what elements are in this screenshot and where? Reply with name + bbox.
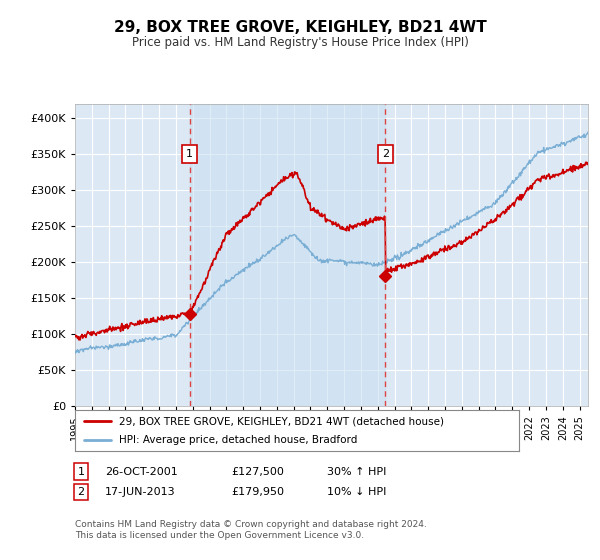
Text: Price paid vs. HM Land Registry's House Price Index (HPI): Price paid vs. HM Land Registry's House … [131, 36, 469, 49]
Bar [190, 104, 385, 406]
Text: 29, BOX TREE GROVE, KEIGHLEY, BD21 4WT: 29, BOX TREE GROVE, KEIGHLEY, BD21 4WT [113, 20, 487, 35]
Text: £127,500: £127,500 [231, 466, 284, 477]
Text: 26-OCT-2001: 26-OCT-2001 [105, 466, 178, 477]
Text: 2: 2 [382, 149, 389, 159]
Text: HPI: Average price, detached house, Bradford: HPI: Average price, detached house, Brad… [119, 435, 358, 445]
Text: 17-JUN-2013: 17-JUN-2013 [105, 487, 176, 497]
Text: 10% ↓ HPI: 10% ↓ HPI [327, 487, 386, 497]
Text: 2: 2 [77, 487, 85, 497]
Text: 1: 1 [186, 149, 193, 159]
Text: 1: 1 [77, 466, 85, 477]
Text: £179,950: £179,950 [231, 487, 284, 497]
Text: 30% ↑ HPI: 30% ↑ HPI [327, 466, 386, 477]
Text: Contains HM Land Registry data © Crown copyright and database right 2024.
This d: Contains HM Land Registry data © Crown c… [75, 520, 427, 540]
Text: 29, BOX TREE GROVE, KEIGHLEY, BD21 4WT (detached house): 29, BOX TREE GROVE, KEIGHLEY, BD21 4WT (… [119, 417, 445, 426]
